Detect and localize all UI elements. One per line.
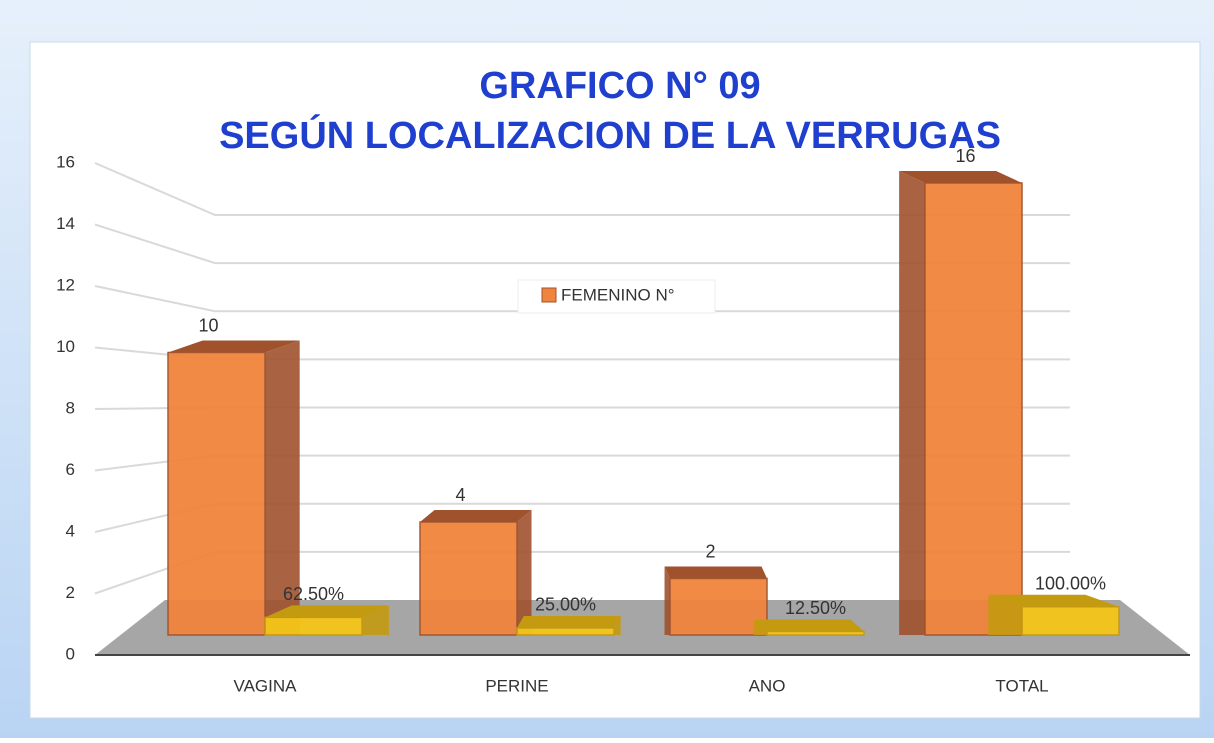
bar-side [265, 340, 300, 635]
y-tick-label: 16 [56, 152, 75, 171]
data-label: 2 [705, 541, 715, 561]
chart-title: GRAFICO N° 09 [479, 65, 760, 107]
bar [264, 616, 363, 636]
bar-side [988, 594, 1022, 635]
bar-side [899, 171, 925, 635]
y-tick-label: 6 [66, 460, 75, 479]
data-label: 4 [455, 485, 465, 505]
data-label: 10 [198, 315, 218, 335]
bar-top [168, 340, 300, 353]
y-tick-label: 14 [56, 214, 75, 233]
x-tick-label: PERINE [485, 676, 548, 695]
y-tick-label: 4 [66, 521, 75, 540]
x-tick-label: ANO [749, 676, 786, 695]
y-tick-label: 12 [56, 275, 75, 294]
bar-top [517, 615, 621, 628]
bar-side [614, 615, 621, 635]
legend-box [517, 279, 716, 314]
bar [669, 577, 768, 636]
chart-subtitle: SEGÚN LOCALIZACION DE LA VERRUGAS [219, 113, 1001, 157]
bar-top [899, 171, 1022, 183]
legend-label: FEMENINO N° [561, 285, 675, 304]
x-tick-label: TOTAL [995, 676, 1048, 695]
bar [1021, 606, 1120, 636]
y-tick-label: 0 [66, 644, 75, 663]
bar-top [753, 619, 864, 632]
grid-line [94, 285, 1070, 313]
bar [167, 351, 266, 636]
bar-side [664, 566, 670, 635]
bar [924, 182, 1023, 636]
bar-side [753, 619, 767, 635]
bar [516, 627, 615, 636]
bar-side [362, 605, 389, 635]
data-label: 12.50% [785, 598, 846, 618]
bar [766, 630, 865, 636]
legend-swatch [541, 287, 557, 303]
bar-top [664, 566, 767, 579]
bar-top [420, 510, 532, 522]
bar [419, 521, 518, 636]
data-label: 25.00% [535, 595, 596, 615]
bar-top [265, 605, 389, 618]
bar-top [988, 594, 1119, 607]
y-tick-label: 8 [66, 398, 75, 417]
x-tick-label: VAGINA [234, 676, 298, 695]
y-tick-label: 10 [56, 337, 75, 356]
data-label: 100.00% [1035, 574, 1106, 594]
grid-line [94, 162, 1070, 216]
y-tick-label: 2 [66, 583, 75, 602]
data-label: 16 [955, 146, 975, 166]
bar-side [517, 510, 532, 635]
data-label: 62.50% [283, 584, 344, 604]
grid-line [94, 223, 1070, 265]
